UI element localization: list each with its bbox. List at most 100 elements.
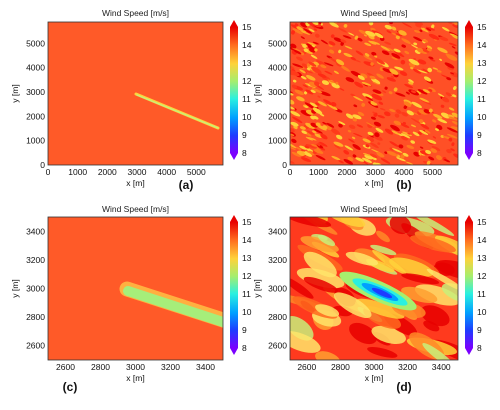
panel-a-label: (a) <box>179 178 194 192</box>
panel-b-texture-mark <box>315 154 326 161</box>
panel-b-texture-mark <box>357 75 365 81</box>
panel-b-texture-mark <box>302 43 307 48</box>
panel-d-texture-mark <box>410 217 455 236</box>
panel-b-texture-mark <box>313 61 320 66</box>
panel-b-texture-mark <box>311 143 319 148</box>
panel-c-y-tick: 3200 <box>26 255 45 265</box>
panel-b-y-axis-label: y [m] <box>252 84 262 102</box>
panel-b-texture-mark <box>372 81 381 86</box>
panel-b-x-tick: 0 <box>288 167 293 177</box>
panel-b-texture-mark <box>308 28 315 33</box>
panel-b-texture-mark <box>294 23 299 27</box>
panel-b-texture-mark <box>407 132 411 135</box>
panel-b-texture-mark <box>394 113 400 118</box>
panel-b-texture-mark <box>300 30 311 35</box>
panel-b-texture-mark <box>290 127 295 133</box>
panel-b-texture-mark <box>419 29 423 33</box>
panel-b-texture-mark <box>314 48 318 52</box>
panel-b-texture-mark <box>313 149 324 154</box>
panel-b-texture-mark <box>296 26 304 31</box>
panel-b-texture-mark <box>370 27 376 32</box>
panel-d-texture-mark <box>434 235 458 259</box>
panel-a-x-tick: 2000 <box>98 167 117 177</box>
panel-c-colorbar-tick: 13 <box>242 253 252 263</box>
panel-b-texture-mark <box>372 157 377 161</box>
panel-d-texture-mark <box>345 251 379 266</box>
panel-b-y-tick: 0 <box>282 160 287 170</box>
panel-b-texture-mark <box>340 65 351 72</box>
panel-a-title: Wind Speed [m/s] <box>102 8 169 18</box>
panel-d-colorbar-tick: 9 <box>477 325 482 335</box>
panel-b-texture-mark <box>301 157 312 163</box>
panel-b-texture-mark <box>306 63 311 67</box>
panel-b-texture-mark <box>314 33 320 38</box>
panel-b-texture-mark <box>352 117 358 122</box>
panel-d-texture-mark <box>333 292 372 319</box>
panel-d-texture-mark <box>441 283 458 303</box>
panel-b-texture-mark <box>405 161 414 165</box>
panel-b-texture-mark <box>290 142 297 149</box>
panel-b-turbulence <box>290 22 458 165</box>
panel-b-texture-mark <box>446 127 458 133</box>
panel-d-texture-mark <box>303 276 338 293</box>
panel-b-texture-mark <box>309 48 316 53</box>
panel-b-texture-mark <box>403 101 412 107</box>
panel-c-colorbar-tick: 10 <box>242 307 252 317</box>
panel-b-texture-mark <box>400 135 408 141</box>
panel-b-texture-mark <box>328 41 336 46</box>
panel-b-texture-mark <box>428 108 433 113</box>
panel-b-texture-mark <box>316 143 321 147</box>
panel-d-texture-mark <box>303 251 337 278</box>
panel-b-texture-mark <box>339 88 345 91</box>
panel-d: Wind Speed [m/s] 2600 2800 3000 3200 340… <box>252 204 487 394</box>
panel-b-texture-mark <box>338 121 346 126</box>
panel-d-y-tick: 3400 <box>268 226 287 236</box>
panel-b-texture-mark <box>417 131 422 135</box>
panel-b-texture-mark <box>355 50 364 56</box>
panel-b-texture-mark <box>399 122 410 128</box>
panel-d-wake <box>339 271 417 311</box>
panel-c-colorbar-top-arrow <box>230 215 238 222</box>
panel-b-texture-mark <box>290 92 294 96</box>
panel-b-texture-mark <box>420 99 432 105</box>
panel-b-texture-mark <box>436 69 442 73</box>
panel-a-x-axis-label: x [m] <box>126 178 144 188</box>
panel-d-texture-mark <box>401 273 440 285</box>
panel-b-texture-mark <box>388 91 393 95</box>
panel-b-texture-mark <box>433 113 443 119</box>
panel-b-texture-mark <box>292 116 303 124</box>
panel-b-texture-mark <box>306 75 316 81</box>
panel-b-texture-mark <box>401 111 408 117</box>
panel-b-texture-mark <box>366 122 376 128</box>
panel-b-texture-mark <box>313 128 323 134</box>
panel-b-texture-mark <box>355 157 365 162</box>
panel-b-texture-mark <box>300 110 312 117</box>
panel-b-texture-mark <box>300 22 308 28</box>
panel-c-colorbar-gradient <box>230 222 238 348</box>
panel-a-y-ticks: 0 1000 2000 3000 4000 5000 <box>26 38 45 170</box>
panel-b-texture-mark <box>426 160 431 165</box>
panel-b-texture-mark <box>335 81 339 85</box>
panel-b-texture-mark <box>436 155 442 161</box>
panel-a-y-axis-label: y [m] <box>10 84 20 102</box>
panel-b-texture-mark <box>300 36 305 40</box>
panel-b-texture-mark <box>400 154 405 159</box>
panel-b-texture-mark <box>345 113 354 119</box>
panel-b-texture-mark <box>328 44 333 48</box>
panel-b-texture-mark <box>451 142 455 147</box>
panel-b-texture-mark <box>386 30 392 34</box>
panel-b-texture-mark <box>395 109 402 114</box>
panel-b-texture-mark <box>424 129 431 134</box>
panel-c-y-tick: 2600 <box>26 341 45 351</box>
panel-b-texture-mark <box>380 45 390 51</box>
panel-a-colorbar-tick: 15 <box>242 22 252 32</box>
panel-b-texture-mark <box>421 27 426 31</box>
panel-b-texture-mark <box>323 62 334 67</box>
panel-b-texture-mark <box>390 124 400 132</box>
panel-b-texture-mark <box>437 93 445 98</box>
panel-d-colorbar-bottom-arrow <box>465 348 473 355</box>
panel-b-texture-mark <box>419 129 429 135</box>
panel-b-texture-mark <box>425 150 432 154</box>
panel-b-texture-mark <box>417 47 424 53</box>
panel-b-texture-mark <box>450 72 455 75</box>
